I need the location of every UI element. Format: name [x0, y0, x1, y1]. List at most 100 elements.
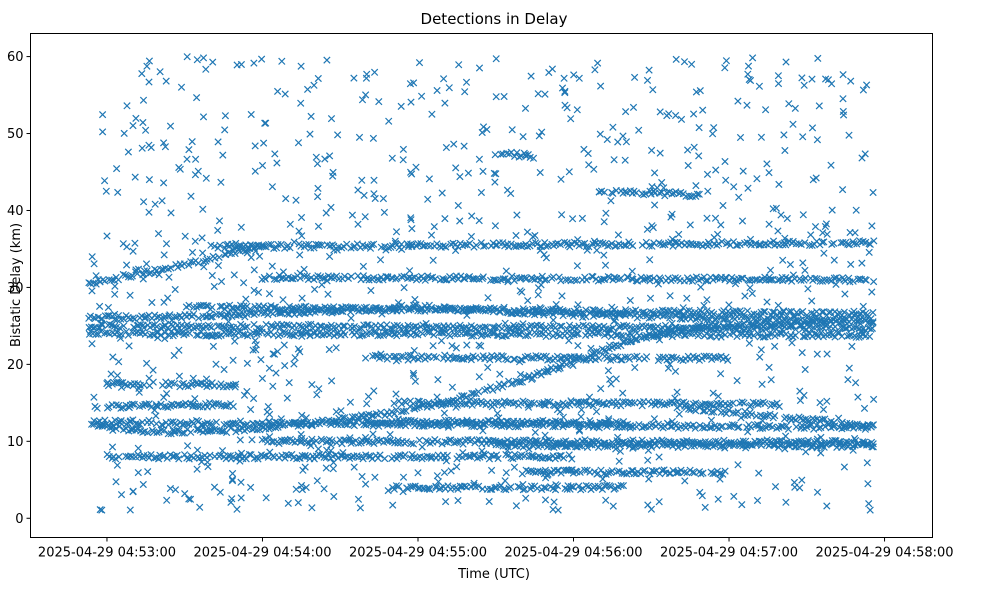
data-points	[85, 53, 878, 514]
data-point	[489, 386, 497, 394]
data-point	[377, 408, 385, 417]
data-point	[438, 420, 447, 429]
y-tick-label: 0	[15, 512, 23, 527]
data-point	[786, 322, 795, 331]
data-point	[591, 421, 599, 429]
data-point	[658, 330, 667, 338]
data-point	[764, 315, 772, 323]
data-point	[784, 425, 793, 433]
data-point	[462, 393, 471, 401]
data-point	[271, 418, 280, 426]
data-point	[183, 420, 191, 428]
data-point	[147, 418, 155, 427]
data-point	[560, 421, 568, 429]
data-point	[157, 314, 165, 323]
data-point	[614, 309, 622, 318]
data-point	[544, 330, 553, 338]
data-point	[279, 328, 287, 337]
data-point	[148, 321, 157, 329]
data-point	[189, 303, 198, 311]
data-point	[542, 367, 551, 376]
data-point	[311, 418, 320, 427]
data-point	[208, 323, 216, 332]
data-point	[546, 322, 555, 330]
y-tick-label: 10	[7, 435, 24, 450]
data-point	[316, 305, 324, 313]
data-point	[500, 380, 508, 388]
data-point	[246, 305, 254, 313]
data-point	[793, 316, 802, 325]
data-point	[117, 315, 125, 323]
data-point	[841, 324, 850, 333]
data-point	[736, 330, 744, 338]
data-point	[367, 306, 375, 315]
data-point	[594, 329, 602, 337]
data-point	[584, 420, 592, 429]
data-point	[759, 317, 767, 325]
data-point	[803, 311, 811, 319]
data-point	[484, 416, 492, 425]
data-point	[441, 416, 450, 424]
data-point	[189, 324, 198, 332]
data-point	[239, 330, 247, 339]
data-point	[691, 424, 699, 432]
data-point	[267, 240, 275, 249]
data-point	[556, 322, 564, 330]
data-point	[798, 421, 806, 429]
data-point	[524, 307, 532, 316]
data-point	[339, 322, 347, 330]
data-point	[376, 331, 385, 340]
data-point	[825, 308, 833, 317]
data-point	[418, 329, 427, 338]
data-point	[178, 429, 186, 437]
data-point	[404, 416, 412, 424]
data-point	[376, 304, 384, 313]
data-point	[621, 421, 629, 429]
data-point	[486, 383, 495, 391]
data-point	[791, 325, 800, 333]
data-point	[119, 315, 128, 323]
data-point	[270, 303, 278, 312]
data-point	[499, 305, 508, 313]
data-point	[208, 420, 216, 428]
data-point	[614, 419, 622, 427]
data-point	[621, 338, 629, 346]
data-point	[167, 328, 175, 336]
data-point	[791, 331, 800, 340]
data-point	[717, 333, 725, 341]
data-point	[122, 327, 130, 336]
data-point	[543, 365, 552, 374]
x-tick-label: 2025-04-29 04:54:00	[193, 546, 331, 561]
data-point	[423, 328, 431, 336]
data-point	[206, 420, 214, 428]
data-point	[821, 423, 829, 431]
data-point	[746, 423, 755, 431]
data-point	[295, 419, 303, 428]
data-point	[390, 410, 399, 418]
data-point	[161, 328, 169, 337]
data-point	[341, 331, 349, 339]
data-point	[406, 323, 414, 331]
data-point	[740, 313, 748, 321]
data-point	[384, 304, 393, 313]
data-point	[167, 418, 175, 426]
data-point	[414, 331, 422, 339]
data-point	[789, 322, 797, 330]
data-point	[617, 331, 625, 340]
x-axis-label: Time (UTC)	[457, 567, 530, 582]
data-point	[363, 321, 371, 329]
data-point	[204, 302, 212, 310]
data-point	[411, 303, 420, 311]
data-point	[811, 330, 819, 338]
data-point	[572, 330, 581, 338]
y-tick-label: 40	[7, 204, 24, 219]
data-point	[332, 306, 340, 315]
data-point	[355, 324, 363, 333]
data-point	[817, 329, 825, 337]
data-point	[728, 421, 736, 429]
data-point	[589, 305, 597, 314]
data-point	[833, 329, 842, 337]
data-point	[574, 330, 582, 338]
data-point	[350, 322, 359, 331]
